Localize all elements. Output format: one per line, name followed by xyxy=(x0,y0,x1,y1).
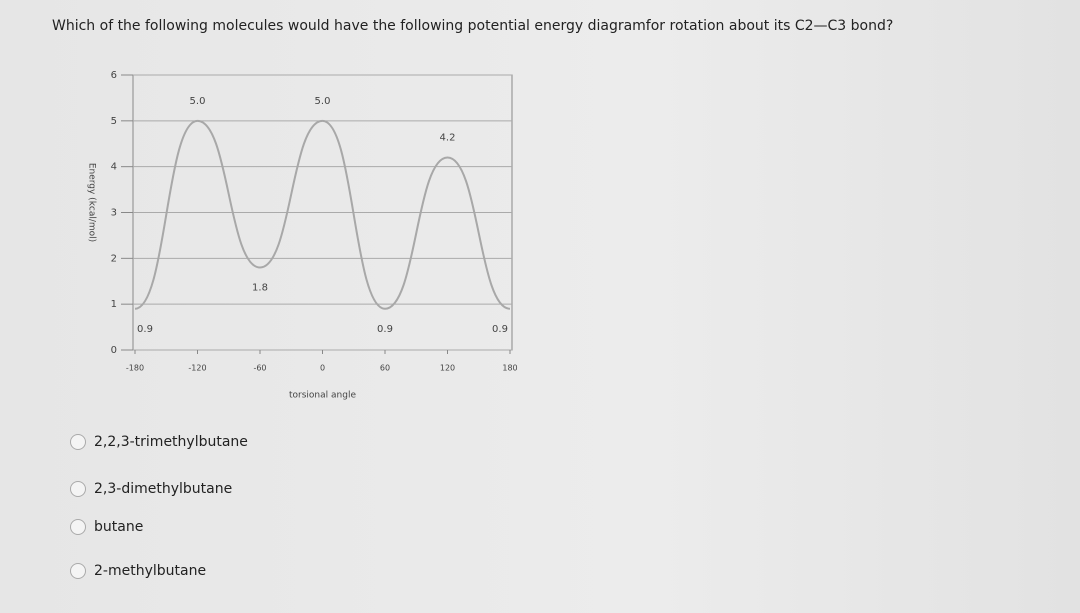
data-label: 4.2 xyxy=(440,133,456,144)
radio-button[interactable] xyxy=(70,519,86,535)
data-label: 5.0 xyxy=(190,96,206,107)
y-tick-label: 6 xyxy=(111,70,117,81)
x-axis-label: torsional angle xyxy=(289,391,356,401)
option: butane xyxy=(70,519,143,535)
y-tick-label: 2 xyxy=(111,253,117,264)
x-tick-label: -60 xyxy=(253,364,266,373)
x-tick-label: -120 xyxy=(188,364,206,373)
option: 2,3-dimethylbutane xyxy=(70,481,232,497)
data-label: 0.9 xyxy=(137,324,153,335)
option: 2-methylbutane xyxy=(70,563,206,579)
y-axis-label: Energy (kcal/mol) xyxy=(87,163,97,242)
x-tick-label: -180 xyxy=(126,364,144,373)
y-tick-label: 4 xyxy=(111,162,117,173)
y-tick-label: 5 xyxy=(111,116,117,127)
radio-button[interactable] xyxy=(70,481,86,497)
radio-button[interactable] xyxy=(70,563,86,579)
data-label: 5.0 xyxy=(315,96,331,107)
option-label[interactable]: 2-methylbutane xyxy=(94,563,207,579)
radio-button[interactable] xyxy=(70,434,86,450)
y-tick-label: 3 xyxy=(111,208,117,219)
x-tick-label: 0 xyxy=(320,364,325,373)
data-label: 0.9 xyxy=(377,324,393,335)
y-tick-label: 0 xyxy=(111,345,117,356)
line xyxy=(134,119,511,310)
x-tick-label: 180 xyxy=(502,364,517,373)
option-label[interactable]: 2,2,3-trimethylbutane xyxy=(94,434,248,450)
x-tick-label: 60 xyxy=(380,364,390,373)
question: Which of the following molecules would h… xyxy=(52,18,894,34)
data-label: 1.8 xyxy=(252,283,268,294)
option: 2,2,3-trimethylbutane xyxy=(70,434,248,450)
data-label: 0.9 xyxy=(492,324,508,335)
y-tick-label: 1 xyxy=(111,299,117,310)
option-label[interactable]: butane xyxy=(94,519,144,535)
x-tick-label: 120 xyxy=(440,364,455,373)
option-label[interactable]: 2,3-dimethylbutane xyxy=(94,481,233,497)
